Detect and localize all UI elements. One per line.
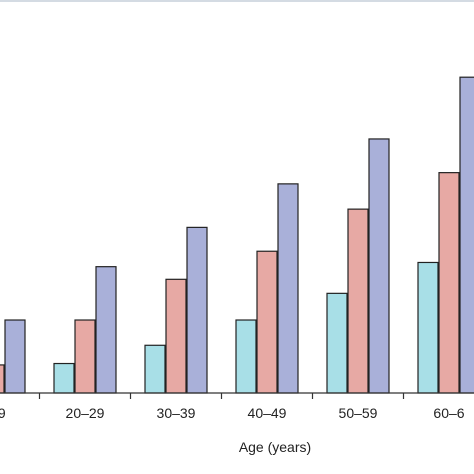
x-tick-label: –19 <box>0 405 6 421</box>
bar-30–39-series-1 <box>144 344 166 394</box>
x-tick-label: 50–59 <box>339 405 378 421</box>
bar-50–59-series-2 <box>347 208 369 394</box>
bar-10–19-series-3 <box>4 319 26 394</box>
bar-20–29-series-3 <box>95 266 117 394</box>
bar-20–29-series-2 <box>74 319 96 394</box>
x-tick-label: 60–6 <box>433 405 464 421</box>
bars-layer <box>0 76 474 394</box>
x-tick-label: 20–29 <box>66 405 105 421</box>
bar-60–69-series-3 <box>459 76 474 394</box>
bar-30–39-series-2 <box>165 278 187 394</box>
bar-60–69-series-1 <box>417 261 439 394</box>
top-rule <box>0 0 474 2</box>
x-tick-labels-layer: –19 20–29 30–39 40–49 50–59 60–6 <box>0 405 465 421</box>
bar-20–29-series-1 <box>53 362 75 394</box>
bar-30–39-series-3 <box>186 226 208 394</box>
bar-40–49-series-3 <box>277 183 299 394</box>
bar-10–19-series-2 <box>0 364 5 394</box>
bar-40–49-series-2 <box>256 250 278 394</box>
x-ticks-layer <box>38 393 405 399</box>
x-axis-title: Age (years) <box>239 439 311 455</box>
bar-60–69-series-2 <box>438 172 460 394</box>
bar-40–49-series-1 <box>235 319 257 394</box>
x-tick-label: 30–39 <box>157 405 196 421</box>
bar-50–59-series-1 <box>326 292 348 394</box>
bar-50–59-series-3 <box>368 138 390 394</box>
x-tick-label: 40–49 <box>248 405 287 421</box>
